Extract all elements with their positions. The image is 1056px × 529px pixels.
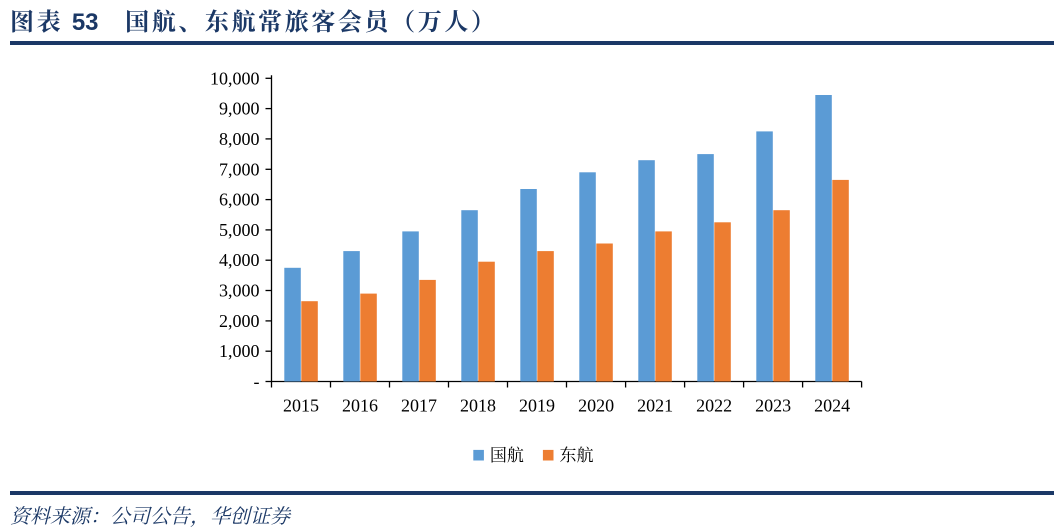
svg-text:2022: 2022 [696, 396, 732, 416]
svg-text:2,000: 2,000 [219, 311, 260, 331]
svg-text:4,000: 4,000 [219, 250, 260, 270]
svg-text:2018: 2018 [460, 396, 496, 416]
svg-text:9,000: 9,000 [219, 99, 260, 119]
svg-text:2020: 2020 [578, 396, 614, 416]
svg-text:2023: 2023 [755, 396, 791, 416]
svg-text:2024: 2024 [814, 396, 850, 416]
svg-text:2016: 2016 [342, 396, 378, 416]
svg-text:2017: 2017 [401, 396, 437, 416]
svg-text:2015: 2015 [283, 396, 319, 416]
svg-text:8,000: 8,000 [219, 129, 260, 149]
svg-text:-: - [254, 372, 260, 392]
svg-text:东航: 东航 [560, 441, 594, 466]
svg-text:3,000: 3,000 [219, 281, 260, 301]
svg-text:6,000: 6,000 [219, 190, 260, 210]
svg-text:7,000: 7,000 [219, 159, 260, 179]
svg-text:5,000: 5,000 [219, 220, 260, 240]
svg-text:1,000: 1,000 [219, 341, 260, 361]
svg-text:2019: 2019 [519, 396, 555, 416]
svg-text:国航: 国航 [490, 441, 524, 466]
svg-text:2021: 2021 [637, 396, 673, 416]
svg-text:10,000: 10,000 [210, 68, 260, 88]
